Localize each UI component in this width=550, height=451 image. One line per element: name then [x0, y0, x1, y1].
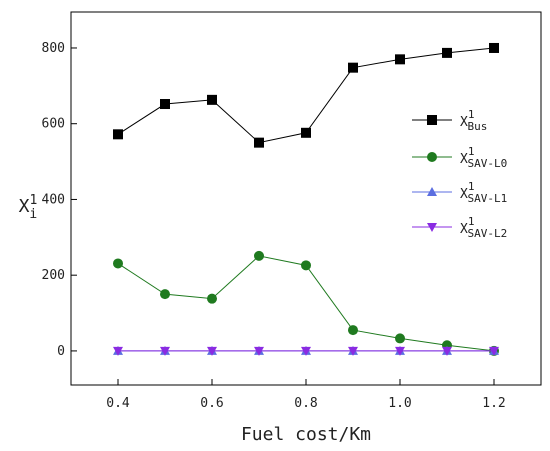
data-point	[160, 289, 170, 300]
y-tick-label: 600	[42, 117, 65, 132]
legend-item: X1 SAV-L1	[412, 180, 507, 205]
data-point	[442, 47, 452, 58]
data-point	[160, 99, 170, 110]
data-point	[254, 250, 264, 261]
data-point	[348, 325, 358, 336]
legend-item: X1 SAV-L2	[412, 215, 507, 240]
legend-label: X1 SAV-L1	[460, 180, 507, 205]
legend-marker	[427, 187, 437, 196]
data-point	[489, 42, 499, 53]
data-point	[489, 346, 499, 356]
data-point	[113, 258, 123, 269]
data-point	[254, 137, 264, 148]
legend-label: X1 Bus	[460, 108, 487, 133]
data-point	[113, 129, 123, 140]
legend-marker	[427, 152, 437, 162]
y-axis-title-base: X	[19, 196, 30, 217]
data-point	[301, 260, 311, 271]
x-tick-label: 0.8	[294, 396, 317, 411]
data-point	[395, 54, 405, 65]
y-tick-label: 400	[42, 192, 65, 207]
data-point	[348, 62, 358, 73]
data-point	[113, 346, 123, 356]
x-tick-label: 1.2	[482, 396, 505, 411]
y-axis-title-sup: 1	[30, 193, 38, 208]
data-point	[160, 346, 170, 356]
legend-item: X1 Bus	[412, 108, 487, 133]
data-point	[254, 346, 264, 356]
data-point	[207, 94, 217, 105]
series-layer	[113, 42, 499, 356]
data-point	[207, 346, 217, 356]
legend-label: X1 SAV-L0	[460, 145, 507, 170]
data-point	[442, 346, 452, 356]
y-axis-title-sub: i	[29, 207, 37, 222]
data-point	[301, 346, 311, 356]
data-point	[348, 346, 358, 356]
series-2	[113, 250, 499, 356]
data-point	[301, 127, 311, 138]
y-tick-label: 200	[42, 268, 65, 283]
data-point	[395, 333, 405, 344]
series-4	[113, 346, 499, 356]
x-tick-label: 0.6	[200, 396, 223, 411]
legend-marker	[427, 115, 437, 125]
data-point	[395, 346, 405, 356]
legend-item: X1 SAV-L0	[412, 145, 507, 170]
y-axis-title: X1 i	[19, 193, 38, 222]
y-tick-label: 800	[42, 41, 65, 56]
series-1	[113, 42, 499, 148]
x-axis-title: Fuel cost/Km	[241, 424, 371, 445]
y-tick-label: 0	[57, 344, 65, 359]
axis-ticks: 0.4 0.6 0.8 1.0 1.2 0 200 400 600 800	[42, 41, 506, 411]
x-tick-label: 1.0	[388, 396, 411, 411]
legend: X1 Bus X1 SAV-L0 X1 SAV-L1 X1 SAV-L2	[412, 108, 507, 240]
legend-label: X1 SAV-L2	[460, 215, 507, 240]
legend-marker	[427, 223, 437, 232]
x-tick-label: 0.4	[106, 396, 130, 411]
data-point	[207, 293, 217, 304]
